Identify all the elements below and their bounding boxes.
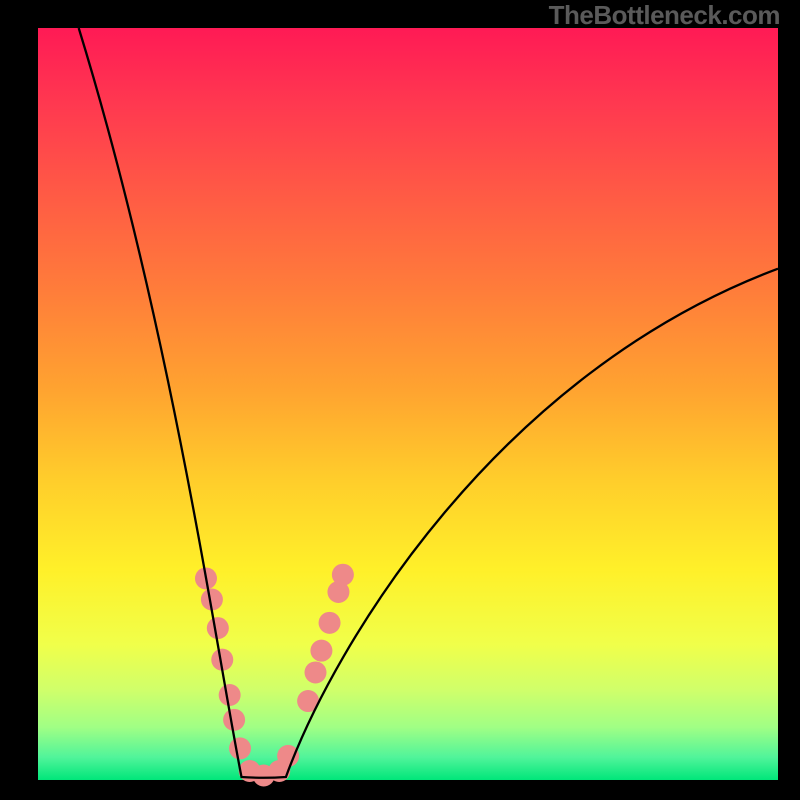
watermark-text: TheBottleneck.com	[549, 0, 780, 31]
curve-marker	[305, 661, 327, 683]
bottleneck-chart	[0, 0, 800, 800]
curve-marker	[219, 684, 241, 706]
curve-marker	[319, 612, 341, 634]
plot-background	[38, 28, 778, 780]
curve-marker	[310, 640, 332, 662]
curve-marker	[223, 709, 245, 731]
chart-frame: TheBottleneck.com	[0, 0, 800, 800]
curve-marker	[229, 737, 251, 759]
curve-marker	[277, 745, 299, 767]
curve-marker	[332, 564, 354, 586]
curve-marker	[207, 617, 229, 639]
